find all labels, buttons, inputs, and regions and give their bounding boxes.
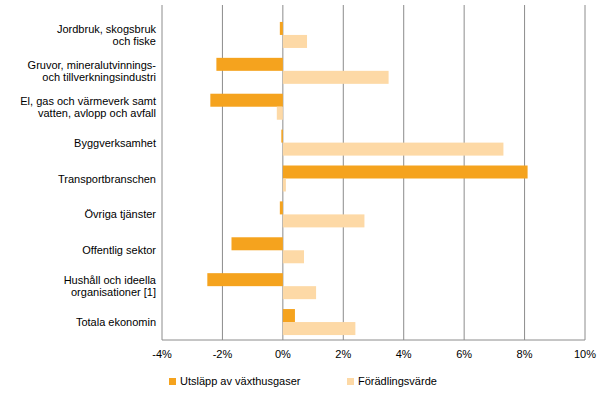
category-label: Jordbruk, skogsbrukoch fiske [57, 23, 157, 47]
category-label-line: Transportbranschen [58, 173, 156, 185]
bar [231, 237, 282, 250]
axis-line [162, 340, 585, 341]
category-label-line: vatten, avlopp och avfall [38, 107, 156, 119]
grid-line [585, 5, 586, 340]
tick-label: 6% [456, 348, 472, 360]
bar [280, 201, 283, 214]
bar [283, 322, 356, 335]
category-label-line: organisationer [1] [71, 286, 156, 298]
category-label: Byggverksamhet [74, 137, 156, 149]
category-label: Hushåll och ideellaorganisationer [1] [64, 274, 157, 298]
category-label-line: Jordbruk, skogsbruk [57, 23, 157, 35]
category-label-line: El, gas och värmeverk samt [20, 95, 156, 107]
bar [283, 143, 504, 156]
grid-line [162, 5, 163, 340]
bar [283, 309, 295, 322]
bar [283, 214, 365, 227]
category-label: Transportbranschen [58, 173, 156, 185]
tick-label: 2% [335, 348, 351, 360]
category-label-line: Hushåll och ideella [64, 274, 157, 286]
legend-label: Utsläpp av växthusgaser [180, 375, 301, 387]
bar [283, 179, 286, 192]
bar [283, 71, 389, 84]
legend: Utsläpp av växthusgaser Förädlingsvärde [169, 375, 437, 387]
category-label-line: Offentlig sektor [82, 244, 156, 256]
bars [207, 22, 527, 335]
legend-swatch [347, 378, 354, 385]
category-label: Offentlig sektor [82, 244, 156, 256]
legend-swatch [169, 378, 176, 385]
bar [283, 286, 316, 299]
category-label-line: och tillverkningsindustri [42, 71, 156, 83]
bar [283, 166, 528, 179]
grid-line [222, 5, 223, 340]
tick-label: 10% [574, 348, 596, 360]
tick-label: -2% [213, 348, 233, 360]
category-label-line: och fiske [113, 35, 156, 47]
bar [283, 250, 304, 263]
category-label-line: Övriga tjänster [84, 208, 156, 220]
category-label: Övriga tjänster [84, 208, 156, 220]
bar [207, 273, 283, 286]
category-label: Gruvor, mineralutvinnings-och tillverkni… [28, 59, 157, 83]
category-label-line: Gruvor, mineralutvinnings- [28, 59, 157, 71]
legend-label: Förädlingsvärde [358, 375, 437, 387]
bar [216, 58, 282, 71]
tick-label: 0% [275, 348, 291, 360]
category-label: El, gas och värmeverk samtvatten, avlopp… [20, 95, 156, 119]
bar [281, 130, 283, 143]
bar [210, 94, 283, 107]
tick-label: 4% [396, 348, 412, 360]
tick-label: -4% [152, 348, 172, 360]
category-label-line: Byggverksamhet [74, 137, 156, 149]
chart: -4%-2%0%2%4%6%8%10%Jordbruk, skogsbrukoc… [0, 0, 606, 406]
bar [277, 107, 283, 120]
category-label-line: Totala ekonomin [76, 316, 156, 328]
category-label: Totala ekonomin [76, 316, 156, 328]
bar [283, 35, 307, 48]
bar [280, 22, 283, 35]
tick-label: 8% [517, 348, 533, 360]
